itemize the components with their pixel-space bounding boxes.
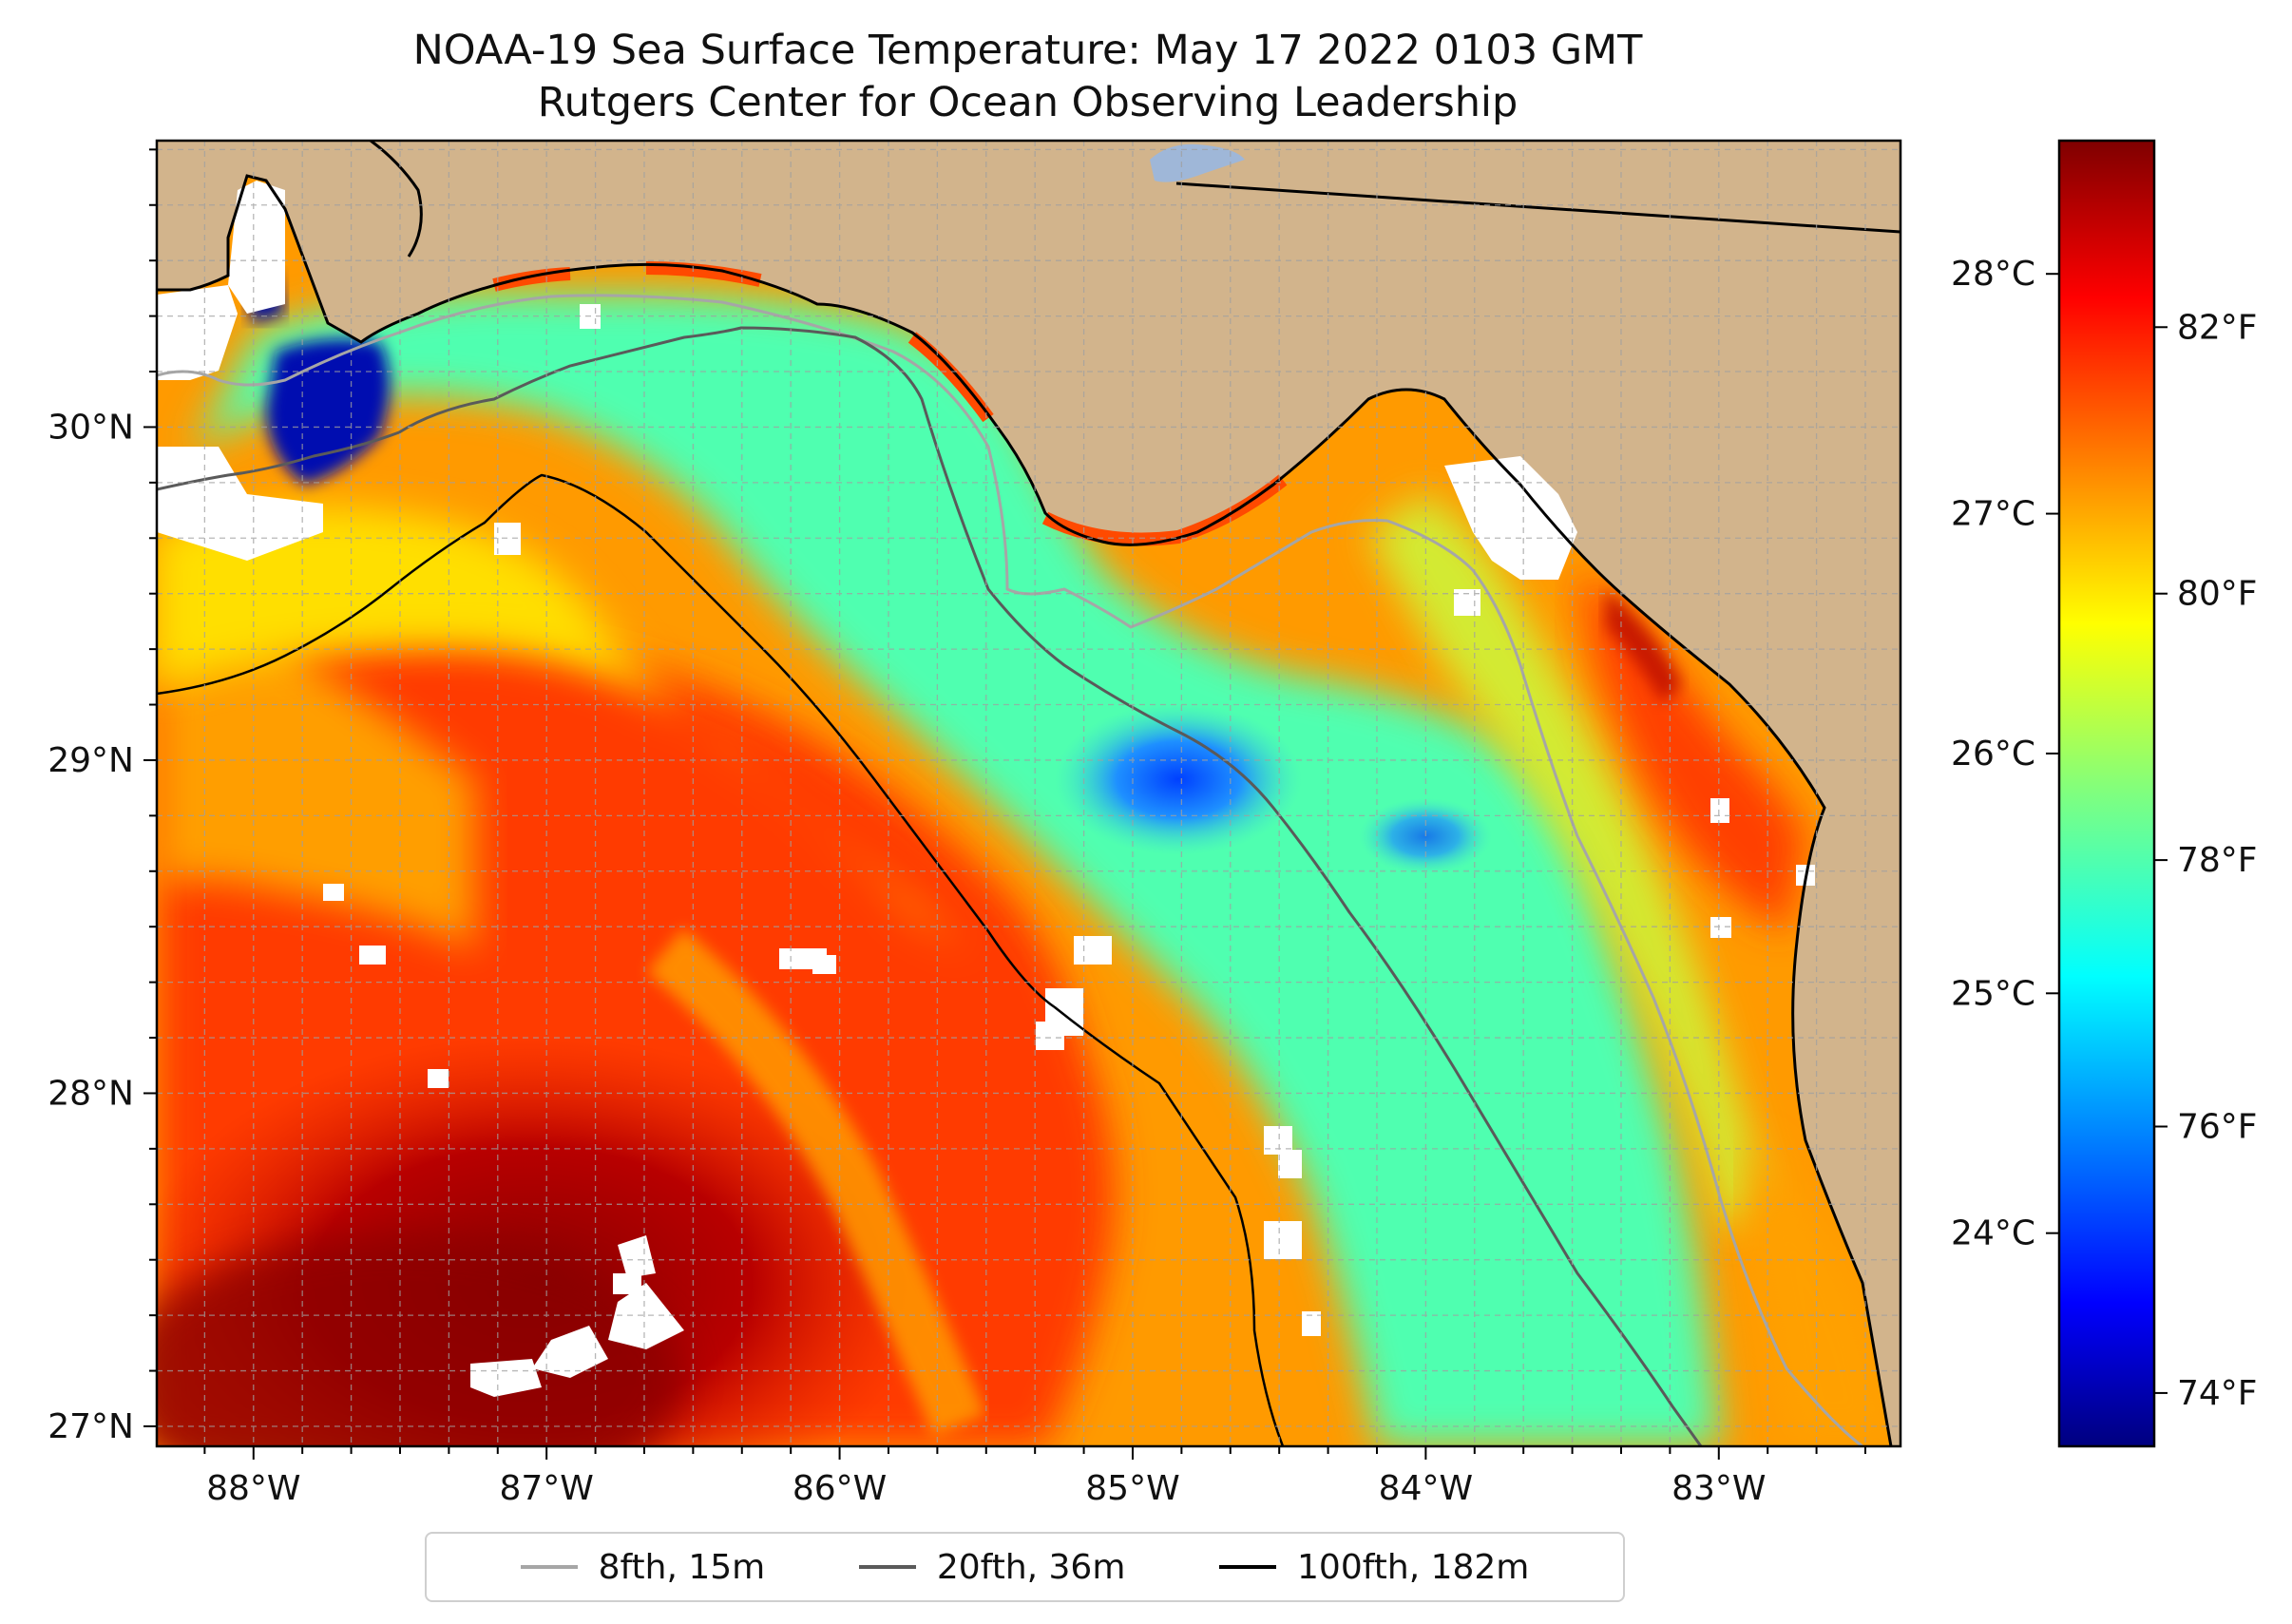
lat-tick-label: 27°N [48, 1407, 134, 1446]
sst-cool-shelf-water [190, 293, 1720, 1446]
legend-item-15m: 8fth, 15m [520, 1547, 766, 1587]
map-subtitle: Rutgers Center for Ocean Observing Leade… [537, 79, 1518, 126]
lake [1150, 143, 1245, 182]
colorbar-f-label: 82°F [2177, 308, 2258, 347]
sst-hot-core-south [157, 1235, 684, 1446]
lon-axis: 88°W 87°W 86°W 85°W 84°W 83°W [203, 1446, 1866, 1508]
lat-tick-label: 30°N [48, 408, 134, 447]
sst-cold-spot [1055, 703, 1302, 855]
lon-tick-label: 88°W [206, 1469, 300, 1508]
isobath-182m [157, 473, 1285, 1446]
state-boundary [1175, 182, 1900, 234]
lon-tick-label: 84°W [1379, 1469, 1473, 1508]
lon-tick-label: 83°W [1671, 1469, 1766, 1508]
isobath-15m [157, 294, 1863, 1446]
isobath-legend: 8fth, 15m 20fth, 36m 100fth, 182m [425, 1532, 1625, 1602]
colorbar-f-label: 80°F [2177, 575, 2258, 614]
inland-boundary [370, 141, 423, 258]
lat-tick-label: 28°N [48, 1074, 134, 1113]
lat-axis: 27°N 28°N 29°N 30°N [48, 148, 157, 1446]
colorbar-c-label: 27°C [1951, 495, 2035, 534]
legend-swatch-36m [858, 1565, 916, 1569]
legend-label-182m: 100fth, 182m [1297, 1547, 1530, 1587]
map-frame [155, 139, 1902, 1448]
map-title: NOAA-19 Sea Surface Temperature: May 17 … [412, 27, 1643, 74]
legend-item-36m: 20fth, 36m [858, 1547, 1126, 1587]
land [157, 141, 1900, 1446]
legend-swatch-15m [520, 1565, 578, 1569]
coastline [157, 174, 1893, 1446]
colorbar-celsius-axis: 24°C 25°C 26°C 27°C 28°C [1951, 255, 2059, 1253]
lon-tick-label: 87°W [499, 1469, 593, 1508]
lon-tick-label: 85°W [1085, 1469, 1179, 1508]
colorbar [2057, 139, 2156, 1448]
colorbar-f-label: 76°F [2177, 1108, 2258, 1147]
colorbar-c-label: 28°C [1951, 255, 2035, 294]
colorbar-c-label: 26°C [1951, 735, 2035, 774]
legend-item-182m: 100fth, 182m [1219, 1548, 1529, 1587]
colorbar-c-label: 25°C [1951, 974, 2035, 1013]
legend-label-36m: 20fth, 36m [936, 1547, 1126, 1587]
map-area [157, 141, 1900, 1446]
sst-bigbend-hot [1606, 589, 1682, 703]
colorbar-c-label: 24°C [1951, 1214, 2035, 1253]
legend-swatch-182m [1219, 1565, 1277, 1569]
sst-orange-filament [646, 927, 986, 1437]
sst-yellow-transition [157, 506, 969, 950]
colorbar-f-label: 78°F [2177, 841, 2258, 880]
legend-label-15m: 8fth, 15m [598, 1547, 766, 1587]
lat-tick-label: 29°N [48, 741, 134, 780]
map-grid [157, 141, 1900, 1446]
isobath-36m [157, 326, 1703, 1446]
no-data-areas [157, 181, 1815, 1397]
colorbar-f-label: 74°F [2177, 1374, 2258, 1413]
sst-nearshore-band [1368, 494, 1767, 1235]
lon-tick-label: 86°W [793, 1469, 887, 1508]
colorbar-fahrenheit-axis: 74°F 76°F 78°F 80°F 82°F [2154, 308, 2258, 1413]
